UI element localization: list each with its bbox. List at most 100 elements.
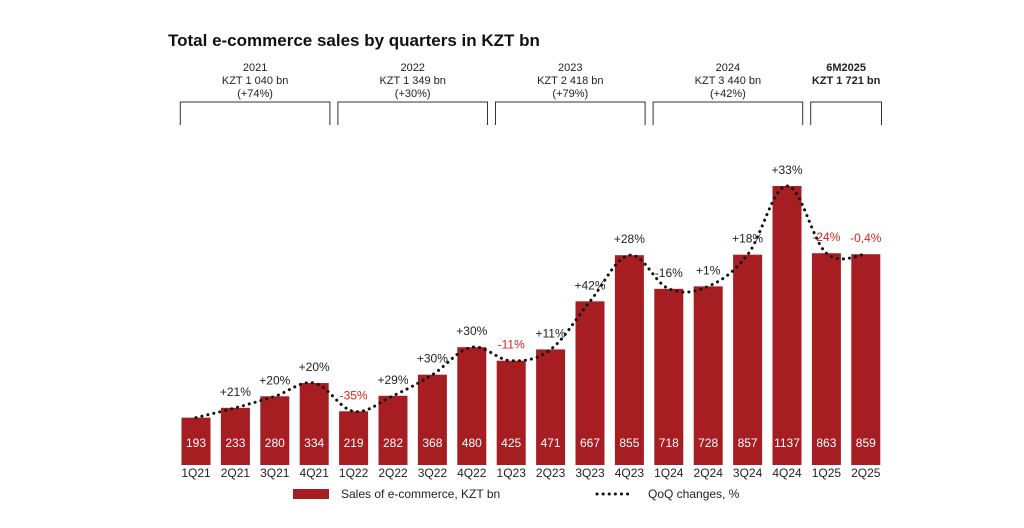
chart-title: Total e-commerce sales by quarters in KZ… <box>168 31 540 50</box>
bar-1Q24 <box>654 288 684 465</box>
category-label-2Q23: 2Q23 <box>536 466 566 480</box>
category-label-1Q22: 1Q22 <box>339 466 369 480</box>
qoq-label-2Q24: +1% <box>696 263 721 277</box>
group-2024-line-2: (+42%) <box>710 88 746 100</box>
qoq-label-3Q23: +42% <box>574 278 605 292</box>
bar-3Q21 <box>260 396 290 465</box>
group-bracket-2024 <box>652 101 804 125</box>
bar-2Q24 <box>693 286 723 465</box>
value-label-4Q23: 855 <box>619 436 639 450</box>
qoq-label-4Q21: +20% <box>299 360 330 374</box>
group-2021-line-1: KZT 1 040 bn <box>222 75 288 87</box>
value-label-3Q23: 667 <box>580 436 600 450</box>
qoq-label-1Q24: -16% <box>655 266 683 280</box>
category-label-3Q23: 3Q23 <box>575 466 605 480</box>
qoq-label-1Q22: -35% <box>340 388 368 402</box>
group-2022-line-0: 2022 <box>400 62 424 74</box>
bar-3Q22 <box>417 374 447 465</box>
value-label-2Q22: 282 <box>383 436 403 450</box>
qoq-dotted-line <box>194 184 868 420</box>
bars <box>181 186 881 465</box>
value-label-1Q22: 219 <box>344 436 364 450</box>
category-label-3Q22: 3Q22 <box>418 466 448 480</box>
value-label-1Q21: 193 <box>186 436 206 450</box>
group-bracket-2021 <box>179 101 331 125</box>
qoq-label-1Q23: -11% <box>498 338 525 352</box>
bar-3Q23 <box>575 301 605 465</box>
category-label-4Q21: 4Q21 <box>300 466 330 480</box>
value-label-1Q24: 718 <box>659 436 679 450</box>
bar-4Q21 <box>299 383 329 465</box>
bar-2Q22 <box>378 395 408 465</box>
bar-2Q23 <box>536 349 566 465</box>
group-bracket-2023 <box>495 101 646 125</box>
bar-4Q22 <box>457 347 487 465</box>
category-label-4Q23: 4Q23 <box>615 466 645 480</box>
category-label-1Q21: 1Q21 <box>181 466 211 480</box>
group-bracket-6M2025 <box>810 101 882 125</box>
value-label-3Q22: 368 <box>422 436 442 450</box>
value-label-2Q23: 471 <box>541 436 561 450</box>
category-label-2Q24: 2Q24 <box>694 466 724 480</box>
bar-1Q22 <box>339 411 369 465</box>
bar-4Q24 <box>772 186 802 465</box>
value-label-4Q21: 334 <box>304 436 324 450</box>
legend-label-qoq: QoQ changes, % <box>648 487 740 501</box>
group-2024-line-1: KZT 3 440 bn <box>695 75 761 87</box>
value-label-2Q24: 728 <box>698 436 718 450</box>
bar-3Q24 <box>733 254 763 465</box>
qoq-label-3Q21: +20% <box>259 373 290 387</box>
qoq-label-3Q24: +18% <box>732 232 763 246</box>
value-label-2Q25: 859 <box>856 436 876 450</box>
value-label-4Q22: 480 <box>462 436 482 450</box>
value-label-1Q25: 863 <box>816 436 836 450</box>
bar-2Q21 <box>220 407 250 465</box>
group-2023-line-2: (+79%) <box>552 88 588 100</box>
group-2023-line-0: 2023 <box>558 62 582 74</box>
category-label-1Q25: 1Q25 <box>812 466 842 480</box>
group-2021-line-2: (+74%) <box>237 88 273 100</box>
value-label-3Q24: 857 <box>738 436 758 450</box>
category-label-4Q24: 4Q24 <box>772 466 802 480</box>
group-bracket-2022 <box>337 101 488 125</box>
value-label-4Q24: 1137 <box>774 436 800 450</box>
group-2021-line-0: 2021 <box>243 62 267 74</box>
qoq-label-4Q22: +30% <box>456 324 487 338</box>
qoq-label-4Q23: +28% <box>614 232 645 246</box>
category-label-2Q25: 2Q25 <box>851 466 881 480</box>
category-label-2Q22: 2Q22 <box>378 466 408 480</box>
qoq-label-2Q21: +21% <box>220 385 251 399</box>
qoq-label-3Q22: +30% <box>417 352 448 366</box>
qoq-label-2Q22: +29% <box>377 373 408 387</box>
category-label-3Q24: 3Q24 <box>733 466 763 480</box>
legend: Sales of e-commerce, KZT bn QoQ changes,… <box>293 487 740 501</box>
qoq-label-4Q24: +33% <box>771 163 802 177</box>
qoq-line <box>194 184 868 420</box>
qoq-label-2Q25: -0,4% <box>850 231 882 245</box>
group-6M2025-line-0: 6M2025 <box>826 62 866 74</box>
category-label-4Q22: 4Q22 <box>457 466 487 480</box>
category-axis: 1Q21 2Q21 3Q21 4Q21 1Q22 2Q22 3Q22 4Q22 1Q23 2Q23… <box>181 466 880 480</box>
group-2022-line-1: KZT 1 349 bn <box>379 75 445 87</box>
qoq-label-2Q23: +11% <box>536 326 566 340</box>
labels: 193 233 280 334 219 282 368 480 425 471 667 855 718 7… <box>186 163 882 450</box>
category-label-2Q21: 2Q21 <box>221 466 251 480</box>
category-label-3Q21: 3Q21 <box>260 466 290 480</box>
qoq-label-1Q25: -24% <box>812 230 840 244</box>
value-label-2Q21: 233 <box>225 436 245 450</box>
bar-4Q23 <box>614 255 644 465</box>
legend-swatch-sales <box>293 489 329 499</box>
category-label-1Q24: 1Q24 <box>654 466 684 480</box>
value-label-3Q21: 280 <box>265 436 285 450</box>
group-2022-line-2: (+30%) <box>395 88 431 100</box>
legend-label-sales: Sales of e-commerce, KZT bn <box>341 487 500 501</box>
value-label-1Q23: 425 <box>501 436 521 450</box>
bar-1Q21 <box>181 417 211 465</box>
group-2023-line-1: KZT 2 418 bn <box>537 75 603 87</box>
group-6M2025-line-1: KZT 1 721 bn <box>812 75 881 87</box>
group-2024-line-0: 2024 <box>716 62 740 74</box>
category-label-1Q23: 1Q23 <box>497 466 527 480</box>
bar-1Q25 <box>811 253 841 465</box>
